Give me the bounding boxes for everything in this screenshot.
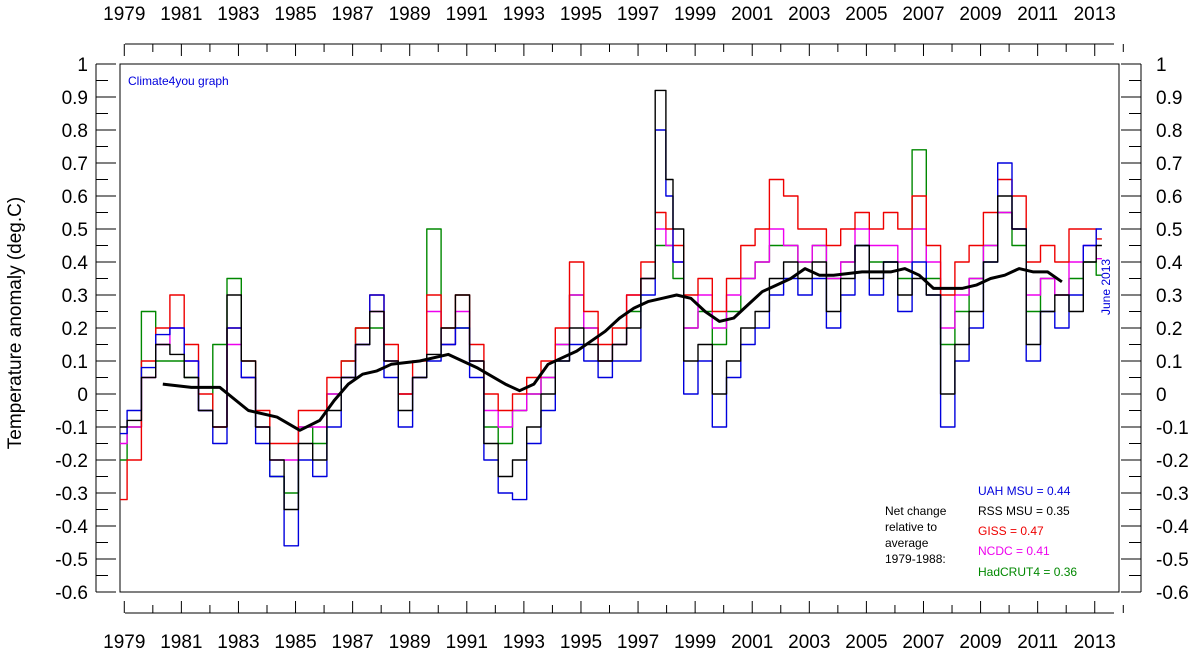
series-layer [120,89,1102,547]
bottom-x-tick-label: 1997 [617,632,659,653]
top-x-tick-label: 2013 [1074,4,1116,25]
right-y-tick-label: -0.1 [1156,418,1189,439]
series-line-2 [120,178,1102,501]
right-y-tick-label: -0.3 [1156,484,1189,505]
top-x-tick-label: 1985 [274,4,316,25]
top-x-tick-label: 1983 [217,4,259,25]
left-y-axis: 1 0.9 0.8 0.7 0.6 0.5 0.4 0.3 0.2 0.1 0 -0.1 -0.2 -0.… [55,55,116,604]
left-y-tick-label: -0.5 [55,550,88,571]
left-y-tick-label: 0.6 [62,187,88,208]
left-y-tick-label: -0.2 [55,451,88,472]
date-note: June 2013 [1099,259,1113,315]
top-x-tick-label: 1981 [160,4,202,25]
watermark: Climate4you graph [128,74,229,88]
legend-uah: UAH MSU = 0.44 [978,484,1071,498]
right-y-tick-label: 1 [1156,55,1167,76]
top-x-tick-label: 2011 [1017,4,1058,25]
bottom-x-tick-label: 1979 [103,632,145,653]
left-y-tick-label: 0.8 [62,121,88,142]
running-mean-line [162,267,1063,432]
right-y-tick-label: -0.2 [1156,451,1189,472]
top-x-tick-label: 1987 [331,4,373,25]
bottom-x-tick-label: 2001 [731,632,773,653]
top-x-tick-label: 2001 [731,4,773,25]
top-x-tick-label: 1999 [674,4,716,25]
left-y-tick-label: 0.1 [62,352,88,373]
bottom-x-tick-label: 2007 [902,632,944,653]
net-change-line-1: Net change [885,504,947,518]
legend-ncdc: NCDC = 0.41 [978,544,1050,558]
legend-hadcrut4: HadCRUT4 = 0.36 [978,565,1077,579]
net-change-note: Net change relative to average 1979-1988… [885,504,947,566]
series-line-1 [120,89,1102,511]
top-x-axis: 1979 1981 1983 1985 1987 1989 1991 1993 1995 1997… [103,4,1124,56]
right-y-tick-label: 0.6 [1156,187,1182,208]
left-y-tick-label: -0.3 [55,484,88,505]
y-axis-label: Temperature anomaly (deg.C) [5,197,26,449]
bottom-x-tick-label: 2009 [959,632,1001,653]
top-x-tick-label: 1993 [503,4,545,25]
top-x-tick-label: 2007 [902,4,944,25]
left-y-tick-label: -0.1 [55,418,88,439]
bottom-x-tick-label: 2005 [845,632,887,653]
bottom-x-tick-label: 2003 [788,632,830,653]
right-y-tick-label: 0.7 [1156,154,1182,175]
right-y-tick-label: 0.5 [1156,220,1182,241]
left-y-tick-label: 1 [77,55,88,76]
net-change-line-4: 1979-1988: [885,552,946,566]
right-y-tick-label: 0.2 [1156,319,1182,340]
top-x-tick-label: 2009 [959,4,1001,25]
bottom-x-axis: 1979 1981 1983 1985 1987 1989 1991 1993 1995 1997… [103,601,1124,653]
top-x-tick-label: 1979 [103,4,145,25]
right-y-tick-label: 0.4 [1156,253,1183,274]
right-y-tick-label: 0 [1156,385,1167,406]
top-x-tick-label: 1991 [446,4,488,25]
bottom-x-tick-label: 2011 [1017,632,1058,653]
legend: UAH MSU = 0.44 RSS MSU = 0.35 GISS = 0.4… [978,484,1077,579]
left-y-tick-label: 0.5 [62,220,88,241]
right-y-tick-label: 0.9 [1156,88,1182,109]
top-x-tick-label: 1995 [560,4,602,25]
bottom-x-tick-label: 1999 [674,632,716,653]
bottom-x-tick-label: 1995 [560,632,602,653]
top-x-tick-label: 2005 [845,4,887,25]
net-change-line-3: average [885,536,929,550]
left-y-tick-label: 0.2 [62,319,88,340]
right-y-tick-label: -0.5 [1156,550,1189,571]
net-change-line-2: relative to [885,520,937,534]
right-y-tick-label: -0.4 [1156,517,1189,538]
right-y-tick-label: -0.6 [1156,583,1189,604]
right-y-tick-label: 0.1 [1156,352,1182,373]
left-y-tick-label: -0.6 [55,583,88,604]
right-y-axis: 1 0.9 0.8 0.7 0.6 0.5 0.4 0.3 0.2 0.1 0 -0.1 -0.2 -0.… [1121,55,1189,604]
bottom-x-tick-label: 1985 [274,632,316,653]
right-y-tick-label: 0.3 [1156,286,1182,307]
left-y-tick-label: 0.9 [62,88,88,109]
bottom-x-tick-label: 1983 [217,632,259,653]
left-y-tick-label: 0.7 [62,154,88,175]
left-y-tick-label: 0.4 [62,253,89,274]
legend-rss: RSS MSU = 0.35 [978,504,1070,518]
bottom-x-tick-label: 1991 [446,632,488,653]
legend-giss: GISS = 0.47 [978,524,1044,538]
bottom-x-tick-label: 1987 [331,632,373,653]
bottom-x-tick-label: 1993 [503,632,545,653]
bottom-x-tick-label: 1981 [160,632,202,653]
left-y-tick-label: 0.3 [62,286,88,307]
top-x-tick-label: 1997 [617,4,659,25]
top-x-tick-label: 2003 [788,4,830,25]
plot-frame [119,63,1120,593]
right-y-tick-label: 0.8 [1156,121,1182,142]
bottom-x-tick-label: 2013 [1074,632,1116,653]
top-x-tick-label: 1989 [389,4,431,25]
left-y-tick-label: 0 [77,385,88,406]
bottom-x-tick-label: 1989 [389,632,431,653]
left-y-tick-label: -0.4 [55,517,88,538]
